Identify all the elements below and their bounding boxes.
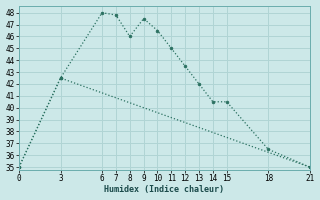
X-axis label: Humidex (Indice chaleur): Humidex (Indice chaleur) [104, 185, 224, 194]
